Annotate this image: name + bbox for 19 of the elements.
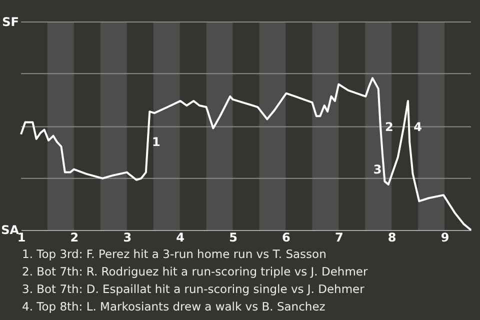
- x-tick-label: 6: [282, 230, 290, 244]
- x-tick-label: 3: [123, 230, 132, 244]
- annotation: 4: [414, 120, 422, 134]
- x-tick-label: 9: [440, 230, 450, 244]
- text: SA: [1, 223, 20, 237]
- x-tick-label: 2: [70, 230, 79, 244]
- text: 1. Top 3rd: F. Perez hit a 3-run home run vs T. Sasson: [22, 247, 326, 261]
- annotation: 1: [152, 134, 160, 149]
- text: 2. Bot 7th: R. Rodriguez hit a run-scoring triple vs J. Dehmer: [22, 264, 368, 278]
- x-tick-label: 5: [229, 230, 238, 244]
- text: 4. Top 8th: L. Markosiants drew a walk vs B. Sanchez: [22, 300, 326, 314]
- text: 3. Bot 7th: D. Espaillat hit a run-scoring single vs J. Dehmer: [22, 282, 365, 296]
- x-tick-label: 7: [334, 230, 344, 244]
- x-tick-label: 1: [17, 230, 26, 244]
- annotation: 3: [373, 162, 382, 176]
- annotation: 2: [385, 120, 394, 134]
- x-tick-label: 8: [388, 230, 396, 244]
- text: SF: [2, 15, 19, 29]
- x-tick-label: 4: [176, 230, 185, 244]
